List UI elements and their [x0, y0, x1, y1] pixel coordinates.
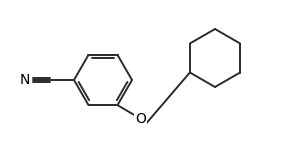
Text: O: O [135, 112, 146, 126]
Text: N: N [20, 73, 30, 87]
